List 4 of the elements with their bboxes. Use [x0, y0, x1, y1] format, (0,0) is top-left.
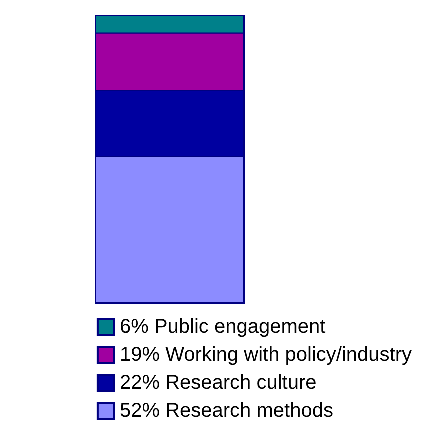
legend-label: 19% Working with policy/industry	[120, 344, 412, 366]
legend-label: 52% Research methods	[120, 400, 334, 422]
legend-label: 22% Research culture	[120, 372, 317, 394]
legend-label: 6% Public engagement	[120, 316, 326, 338]
